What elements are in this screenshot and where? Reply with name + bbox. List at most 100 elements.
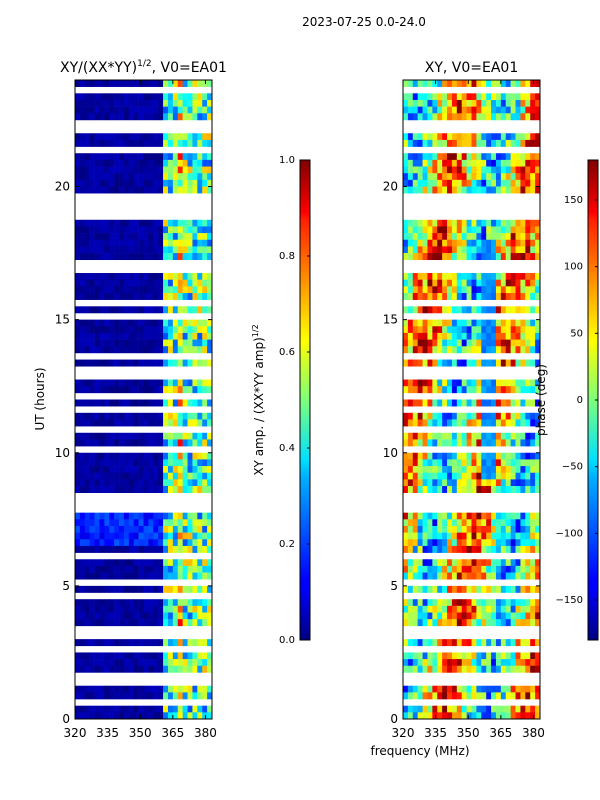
heatmap-cell (500, 685, 507, 693)
heatmap-cell (143, 186, 149, 194)
heatmap-cell (119, 665, 125, 673)
heatmap-cell (128, 239, 135, 247)
heatmap-cell (491, 472, 497, 480)
heatmap-cell (417, 179, 423, 187)
heatmap-cell (422, 665, 428, 673)
heatmap-cell (495, 585, 502, 593)
heatmap-cell (491, 179, 497, 187)
heatmap-cell (412, 585, 418, 593)
heatmap-cell (153, 99, 159, 107)
heatmap-cell (486, 139, 492, 147)
heatmap-cell (163, 332, 169, 340)
heatmap-cell (128, 153, 135, 161)
heatmap-cell (510, 80, 516, 87)
heatmap-cell (505, 572, 511, 580)
heatmap-cell (535, 466, 541, 474)
heatmap-cell (403, 639, 409, 647)
heatmap-cell (427, 233, 433, 241)
heatmap-cell (412, 239, 418, 247)
heatmap-cell (466, 253, 472, 261)
heatmap-cell (471, 539, 477, 547)
heatmap-cell (510, 472, 516, 480)
heatmap-cell (163, 286, 169, 294)
heatmap-cell (177, 585, 183, 593)
heatmap-cell (207, 80, 213, 87)
heatmap-cell (432, 525, 438, 533)
heatmap-cell (515, 439, 521, 447)
heatmap-cell (109, 359, 115, 367)
heatmap-cell (119, 239, 125, 247)
heatmap-cell (486, 525, 492, 533)
heatmap-cell (153, 479, 159, 487)
heatmap-cell (187, 219, 193, 227)
heatmap-cell (403, 525, 409, 533)
heatmap-cell (138, 432, 144, 440)
heatmap-cell (114, 479, 120, 487)
heatmap-cell (94, 432, 100, 440)
heatmap-cell (79, 486, 86, 493)
heatmap-cell (417, 139, 423, 147)
x-tick-label: 380 (522, 726, 545, 740)
heatmap-cell (500, 159, 507, 167)
heatmap-cell (114, 419, 120, 427)
heatmap-cell (133, 246, 139, 254)
heatmap-cell (192, 133, 198, 141)
right-heatmap (403, 80, 541, 720)
heatmap-cell (75, 326, 81, 334)
heatmap-cell (75, 545, 81, 553)
heatmap-cell (466, 665, 472, 673)
heatmap-cell (207, 99, 213, 107)
heatmap-cell (207, 705, 213, 713)
heatmap-cell (158, 652, 164, 660)
heatmap-cell (491, 273, 497, 280)
heatmap-cell (422, 286, 428, 294)
heatmap-cell (148, 293, 154, 300)
heatmap-cell (172, 80, 179, 87)
heatmap-cell (177, 346, 183, 354)
heatmap-cell (495, 286, 502, 294)
heatmap-cell (437, 652, 443, 660)
heatmap-cell (403, 619, 409, 627)
heatmap-cell (466, 612, 472, 620)
heatmap-cell (427, 652, 433, 660)
heatmap-cell (84, 153, 90, 161)
left-x-axis: 320 335 350 365 380 (64, 80, 217, 740)
heatmap-cell (104, 525, 110, 533)
heatmap-cell (133, 652, 139, 660)
heatmap-cell (163, 186, 169, 194)
heatmap-cell (79, 139, 86, 147)
heatmap-cell (456, 93, 463, 101)
heatmap-cell (515, 233, 521, 241)
heatmap-cell (530, 466, 536, 474)
heatmap-cell (182, 339, 188, 347)
heatmap-cell (89, 619, 95, 627)
x-tick-label: 335 (96, 726, 119, 740)
heatmap-cell (505, 293, 511, 300)
heatmap-cell (138, 705, 144, 713)
heatmap-cell (530, 233, 536, 241)
heatmap-cell (471, 712, 477, 720)
heatmap-cell (133, 439, 139, 447)
heatmap-cell (84, 246, 90, 254)
heatmap-cell (123, 273, 130, 280)
heatmap-cell (148, 99, 154, 107)
heatmap-cell (177, 359, 183, 367)
heatmap-cell (515, 186, 521, 194)
heatmap-cell (158, 359, 164, 367)
heatmap-cell (143, 619, 149, 627)
heatmap-cell (422, 293, 428, 300)
heatmap-cell (187, 319, 193, 327)
heatmap-cell (138, 106, 144, 114)
heatmap-cell (510, 432, 516, 440)
heatmap-cell (177, 639, 183, 647)
heatmap-cell (99, 459, 105, 467)
heatmap-cell (486, 466, 492, 474)
heatmap-cell (94, 639, 100, 647)
heatmap-cell (451, 712, 458, 720)
heatmap-cell (143, 665, 149, 673)
heatmap-cell (119, 306, 125, 314)
heatmap-cell (505, 93, 511, 101)
heatmap-cell (109, 466, 115, 474)
heatmap-cell (412, 293, 418, 300)
